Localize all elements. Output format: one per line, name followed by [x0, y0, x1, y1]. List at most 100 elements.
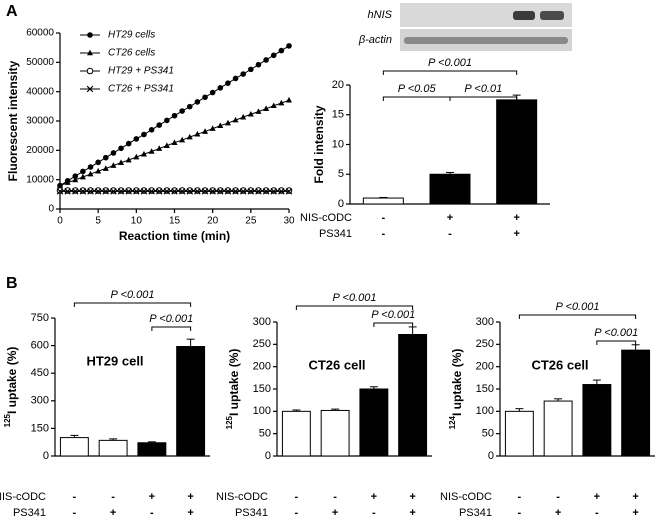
y-tick-label: 300 [31, 395, 49, 407]
marker [56, 187, 64, 194]
marker [110, 187, 117, 194]
significance-label: P <0.01 [464, 83, 502, 95]
marker [278, 188, 285, 195]
legend-label: HT29 + PS341 [108, 66, 174, 77]
marker [140, 187, 148, 194]
marker [232, 187, 239, 194]
significance-label: P <0.001 [556, 301, 600, 313]
marker [171, 188, 178, 195]
marker [278, 99, 285, 106]
marker [64, 179, 71, 185]
marker [72, 173, 79, 179]
marker [148, 148, 155, 154]
marker [255, 108, 262, 114]
marker [103, 154, 109, 161]
marker [71, 187, 79, 194]
marker [79, 188, 87, 195]
marker [64, 188, 71, 195]
y-tick-label: 150 [253, 383, 271, 395]
blot-band [540, 11, 564, 20]
y-tick-label: 300 [253, 316, 271, 328]
marker [133, 188, 140, 195]
marker [209, 125, 216, 131]
y-tick-label: 40000 [26, 86, 54, 97]
marker [156, 122, 163, 128]
marker [79, 173, 86, 180]
condition-level: - [518, 507, 522, 519]
marker [270, 188, 277, 195]
marker [286, 43, 292, 49]
marker [64, 187, 71, 194]
condition-level: + [447, 212, 453, 224]
bar [359, 388, 389, 457]
legend-marker [87, 32, 93, 38]
condition-level: + [149, 491, 155, 503]
marker [209, 187, 216, 194]
marker [94, 187, 102, 194]
marker [140, 150, 147, 157]
legend-label: CT26 + PS341 [108, 84, 174, 95]
marker [217, 85, 224, 91]
marker [194, 188, 201, 195]
y-tick-label: 50 [482, 428, 494, 440]
condition-level: - [295, 507, 299, 519]
marker [263, 105, 270, 111]
marker [217, 187, 224, 194]
condition-name: PS341 [459, 507, 492, 519]
marker [285, 188, 293, 195]
condition-name: NIS-cODC [440, 491, 492, 503]
legend-label: HT29 cells [108, 30, 155, 41]
bar [496, 99, 538, 205]
condition-level: + [110, 507, 116, 519]
marker [224, 119, 231, 126]
marker [232, 188, 239, 195]
marker [110, 188, 117, 195]
y-tick-label: 300 [476, 316, 494, 328]
y-tick-label: 50 [259, 428, 271, 440]
marker [255, 61, 262, 68]
marker [155, 187, 163, 194]
marker [232, 75, 239, 82]
panel-label: B [6, 275, 18, 292]
marker [186, 188, 193, 195]
condition-level: + [371, 491, 377, 503]
x-tick-label: 15 [169, 216, 181, 227]
label: Fold intensity [312, 105, 326, 183]
blot-label: hNIS [368, 9, 393, 21]
marker [285, 187, 293, 194]
marker [148, 187, 155, 194]
marker [194, 187, 201, 194]
marker [224, 188, 232, 195]
marker [240, 71, 246, 77]
y-tick-label: 100 [253, 405, 271, 417]
y-tick-label: 450 [31, 367, 49, 379]
marker [171, 139, 178, 146]
blot-band [513, 11, 535, 20]
condition-level: - [381, 212, 385, 224]
significance-label: P <0.001 [111, 289, 155, 301]
condition-level: + [513, 228, 519, 240]
x-tick-label: 0 [57, 216, 63, 227]
y-tick-label: 150 [31, 422, 49, 434]
y-tick-label: 200 [253, 361, 271, 373]
condition-level: - [111, 491, 115, 503]
y-tick-label: 10000 [26, 174, 54, 185]
marker [194, 99, 201, 105]
marker [286, 96, 292, 103]
bar [429, 173, 471, 205]
y-tick-label: 250 [253, 338, 271, 350]
marker [57, 182, 63, 188]
marker [278, 47, 285, 54]
condition-level: + [594, 491, 600, 503]
marker [179, 136, 186, 143]
marker [125, 187, 132, 194]
x-tick-label: 25 [245, 216, 257, 227]
bar [320, 409, 350, 457]
marker [87, 164, 94, 170]
significance-bracket [373, 322, 414, 327]
marker [209, 89, 216, 96]
condition-level: - [73, 507, 77, 519]
y-tick-label: 0 [338, 198, 344, 210]
y-tick-label: 250 [476, 338, 494, 350]
